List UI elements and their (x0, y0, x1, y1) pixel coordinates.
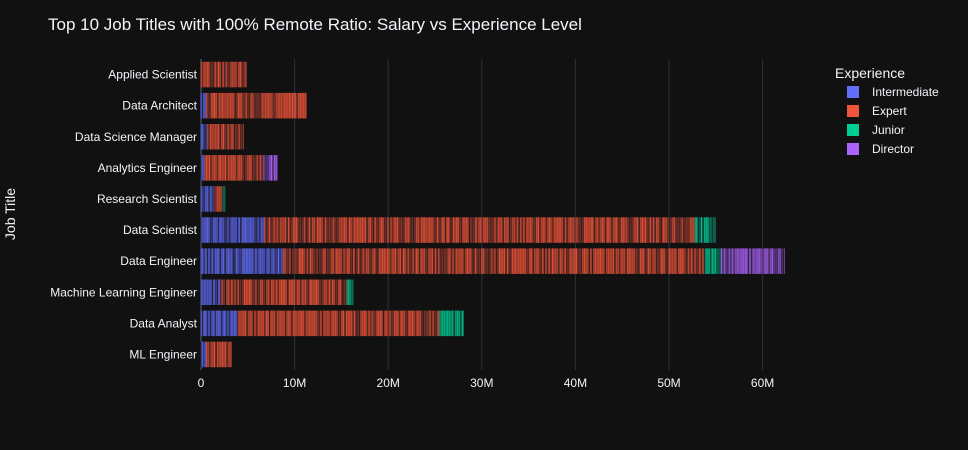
y-tick-label: ML Engineer (129, 347, 197, 361)
bar-fill (207, 123, 245, 150)
x-tick-label: 50M (657, 376, 680, 390)
legend-label: Junior (872, 123, 905, 137)
bar-segment (282, 248, 705, 274)
bar-fill (264, 217, 696, 243)
legend-swatch (847, 143, 859, 155)
legend-title: Experience (835, 65, 905, 81)
bar-segment (200, 123, 208, 150)
x-tick-label: 20M (377, 376, 400, 390)
bar-fill (206, 92, 307, 119)
y-tick-label: Analytics Engineer (98, 161, 197, 175)
bar-segment (237, 310, 440, 337)
bar-segment (207, 123, 245, 150)
bar-fill (201, 341, 207, 368)
bar-segment (200, 155, 205, 181)
x-tick-label: 10M (283, 376, 306, 390)
bar-segment (200, 217, 265, 243)
bar-fill (704, 248, 722, 274)
y-tick-label: Data Analyst (130, 316, 198, 330)
legend-item[interactable]: Expert (847, 104, 907, 118)
legend-item[interactable]: Intermediate (847, 85, 939, 99)
bar-segment (264, 217, 696, 243)
bar-segment (220, 279, 348, 306)
bar-segment (694, 217, 716, 243)
legend-item[interactable]: Junior (847, 123, 905, 137)
bar-fill (201, 248, 284, 274)
bar-segment (346, 279, 354, 306)
bar-segment (200, 248, 284, 274)
bar-segment (200, 186, 215, 212)
bar-segment (200, 61, 247, 88)
bar-segment (222, 186, 226, 212)
y-axis-ticks: Applied Scientist Data Architect Data Scie… (50, 68, 197, 362)
bar-fill (439, 310, 465, 337)
x-axis-ticks: 0 10M 20M 30M 40M 50M 60M (198, 376, 775, 390)
bar-fill (283, 248, 705, 274)
y-tick-label: Research Scientist (97, 192, 198, 206)
y-tick-label: Data Scientist (123, 223, 198, 237)
chart-title: Top 10 Job Titles with 100% Remote Ratio… (48, 15, 582, 34)
bar-segment (200, 279, 221, 306)
bar-segment (204, 155, 264, 181)
y-tick-label: Data Engineer (120, 254, 197, 268)
bar-fill (214, 186, 223, 212)
legend-label: Intermediate (872, 85, 939, 99)
bar-segment (439, 310, 465, 337)
legend-label: Director (872, 142, 914, 156)
y-axis-title: Job Title (2, 188, 18, 240)
legend: Experience Intermediate Expert Junior Direc… (835, 65, 939, 156)
bar-segment (200, 341, 207, 368)
bar-fill (263, 155, 278, 181)
bar-segment (704, 248, 722, 274)
x-tick-label: 0 (198, 376, 205, 390)
legend-swatch (847, 124, 859, 136)
bar-segment (200, 310, 238, 337)
y-tick-label: Applied Scientist (108, 68, 197, 82)
bar-fill (347, 279, 354, 306)
x-tick-label: 60M (751, 376, 774, 390)
bar-segment (263, 155, 278, 181)
bar-segment (200, 92, 207, 119)
bar-fill (206, 341, 232, 368)
bar-segment (206, 341, 232, 368)
x-tick-label: 40M (564, 376, 587, 390)
y-tick-label: Machine Learning Engineer (50, 285, 197, 299)
bars (200, 61, 786, 368)
bar-fill (222, 186, 226, 212)
legend-item[interactable]: Director (847, 142, 914, 156)
bar-segment (720, 248, 786, 274)
x-tick-label: 30M (470, 376, 493, 390)
legend-label: Expert (872, 104, 907, 118)
legend-swatch (847, 105, 859, 117)
bar-segment (213, 186, 223, 212)
legend-swatch (847, 86, 859, 98)
bar-fill (201, 310, 238, 337)
y-tick-label: Data Architect (122, 99, 197, 113)
bar-fill (204, 155, 264, 181)
bar-segment (206, 92, 307, 119)
bar-fill (201, 61, 247, 88)
y-tick-label: Data Science Manager (75, 130, 197, 144)
